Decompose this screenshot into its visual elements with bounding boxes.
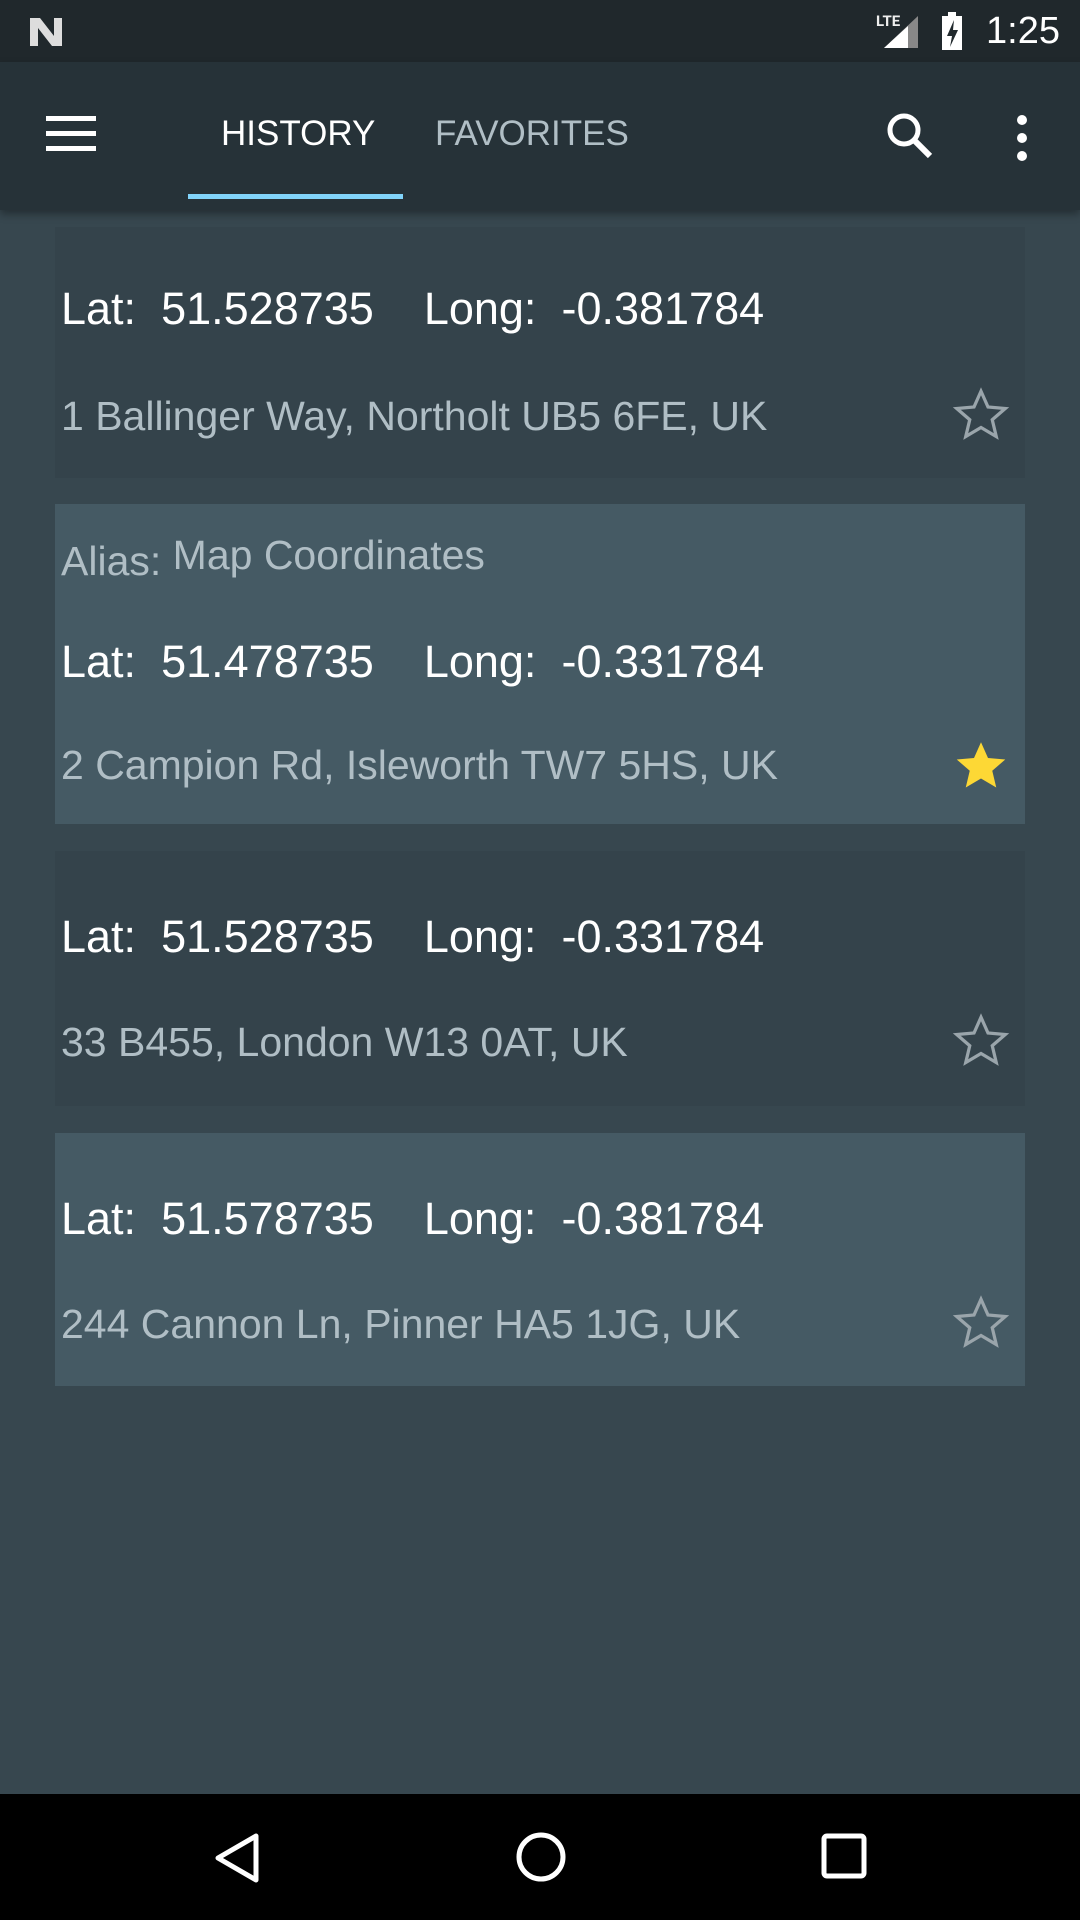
long-value: -0.381784 <box>561 283 765 334</box>
long-label: Long: <box>423 283 537 334</box>
menu-icon[interactable] <box>46 114 98 154</box>
lat-value: 51.528735 <box>161 911 374 962</box>
signal-icon <box>884 16 918 48</box>
back-icon[interactable] <box>212 1832 262 1884</box>
star-outline-icon[interactable] <box>951 385 1011 445</box>
list-item[interactable]: Alias: Map Coordinates Lat: 51.478735 Lo… <box>55 504 1025 824</box>
lat-label: Lat: <box>61 283 137 334</box>
recents-icon[interactable] <box>820 1832 868 1880</box>
long-label: Long: <box>423 1193 537 1244</box>
lat-label: Lat: <box>61 1193 137 1244</box>
address: 2 Campion Rd, Isleworth TW7 5HS, UK <box>61 742 778 788</box>
lat-value: 51.528735 <box>161 283 374 334</box>
long-value: -0.331784 <box>561 636 765 687</box>
more-options-icon[interactable] <box>1012 114 1032 162</box>
long-value: -0.381784 <box>561 1193 765 1244</box>
address: 244 Cannon Ln, Pinner HA5 1JG, UK <box>61 1301 741 1347</box>
clock: 1:25 <box>986 10 1060 52</box>
home-icon[interactable] <box>514 1830 568 1884</box>
star-filled-icon[interactable] <box>951 736 1011 796</box>
lat-label: Lat: <box>61 636 137 687</box>
lat-value: 51.578735 <box>161 1193 374 1244</box>
alias-label: Alias: <box>61 538 162 584</box>
tab-history[interactable]: HISTORY <box>221 114 376 153</box>
status-bar: LTE 1:25 <box>0 0 1080 62</box>
alias-value: Map Coordinates <box>172 532 485 578</box>
tab-indicator <box>188 194 403 199</box>
star-outline-icon[interactable] <box>951 1011 1011 1071</box>
navigation-bar <box>0 1794 1080 1920</box>
list-item[interactable]: Lat: 51.528735 Long: -0.331784 33 B455, … <box>55 851 1025 1106</box>
list-item[interactable]: Lat: 51.578735 Long: -0.381784 244 Canno… <box>55 1133 1025 1386</box>
long-label: Long: <box>423 911 537 962</box>
list-item[interactable]: Lat: 51.528735 Long: -0.381784 1 Balling… <box>55 227 1025 478</box>
notification-n-icon <box>30 18 62 46</box>
app-bar: HISTORY FAVORITES <box>0 62 1080 210</box>
lat-value: 51.478735 <box>161 636 374 687</box>
tab-favorites[interactable]: FAVORITES <box>435 114 629 153</box>
star-outline-icon[interactable] <box>951 1293 1011 1353</box>
lat-label: Lat: <box>61 911 137 962</box>
long-value: -0.331784 <box>561 911 765 962</box>
network-type: LTE <box>876 12 901 30</box>
search-icon[interactable] <box>884 110 936 162</box>
address: 33 B455, London W13 0AT, UK <box>61 1019 628 1065</box>
long-label: Long: <box>423 636 537 687</box>
address: 1 Ballinger Way, Northolt UB5 6FE, UK <box>61 393 768 439</box>
battery-charging-icon <box>942 12 962 50</box>
